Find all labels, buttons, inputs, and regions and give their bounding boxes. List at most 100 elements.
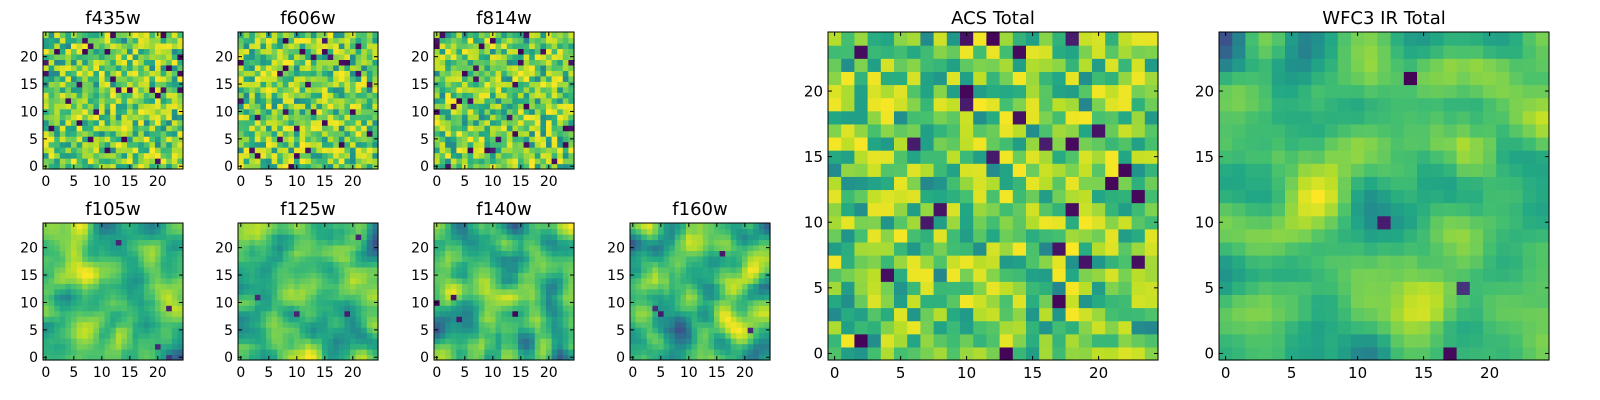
heatmap-cell: [523, 255, 530, 262]
heatmap-cell: [1144, 320, 1159, 335]
heatmap-cell: [568, 64, 575, 71]
heatmap-cell: [271, 305, 278, 312]
heatmap-cell: [960, 176, 974, 191]
heatmap-cell: [338, 81, 345, 88]
heatmap-cell: [143, 64, 150, 71]
heatmap-cell: [338, 321, 345, 328]
heatmap-cell: [445, 32, 452, 39]
heatmap-cell: [82, 119, 89, 126]
heatmap-cell: [719, 343, 726, 350]
heatmap-cell: [473, 125, 480, 132]
heatmap-cell: [450, 119, 457, 126]
heatmap-cell: [82, 228, 89, 235]
heatmap-cell: [894, 176, 908, 191]
heatmap-cell: [59, 305, 66, 312]
heatmap-cell: [160, 327, 167, 334]
heatmap-cell: [501, 147, 508, 154]
heatmap-cell: [238, 343, 245, 350]
heatmap-cell: [467, 283, 474, 290]
y-tick-label: 15: [20, 268, 38, 284]
heatmap-cell: [445, 332, 452, 339]
heatmap-cell: [691, 299, 698, 306]
heatmap-cell: [986, 268, 1001, 282]
heatmap-cell: [506, 266, 513, 273]
heatmap-cell: [658, 266, 665, 273]
heatmap-cell: [473, 97, 480, 104]
heatmap-cell: [138, 283, 145, 290]
heatmap-cell: [907, 163, 921, 177]
heatmap-cell: [155, 158, 162, 165]
heatmap-cell: [344, 233, 351, 241]
heatmap-cell: [361, 108, 368, 115]
heatmap-cell: [333, 75, 340, 82]
heatmap-cell: [674, 239, 681, 246]
heatmap-cell: [546, 288, 553, 295]
heatmap-cell: [973, 241, 987, 256]
heatmap-cell: [747, 349, 754, 356]
heatmap-cell: [1012, 320, 1027, 335]
heatmap-cell: [305, 310, 312, 317]
heatmap-cell: [71, 86, 78, 93]
heatmap-cell: [747, 332, 754, 339]
heatmap-cell: [82, 288, 89, 295]
heatmap-cell: [93, 92, 100, 99]
heatmap-cell: [551, 64, 558, 71]
heatmap-cell: [484, 103, 491, 110]
heatmap-cell: [1092, 268, 1106, 282]
heatmap-cell: [87, 119, 94, 126]
heatmap-cell: [562, 261, 569, 268]
heatmap-cell: [310, 64, 317, 71]
heatmap-cell: [48, 108, 55, 115]
heatmap-cell: [439, 239, 446, 246]
heatmap-cell: [271, 114, 278, 121]
heatmap-cell: [445, 86, 452, 93]
heatmap-cell: [121, 266, 128, 273]
heatmap-cell: [702, 266, 709, 273]
heatmap-cell: [48, 338, 55, 345]
heatmap-cell: [243, 272, 250, 279]
heatmap-cell: [506, 92, 513, 99]
heatmap-cell: [473, 305, 480, 312]
heatmap-cell: [171, 163, 178, 170]
heatmap-cell: [59, 42, 66, 50]
heatmap-cell: [1078, 202, 1093, 217]
heatmap-cell: [747, 305, 754, 312]
heatmap-cell: [635, 261, 642, 268]
heatmap-cell: [350, 114, 357, 121]
heatmap-cell: [282, 327, 289, 334]
heatmap-cell: [730, 327, 737, 334]
heatmap-cell: [361, 349, 368, 356]
heatmap-cell: [82, 343, 89, 350]
heatmap-cell: [149, 283, 156, 290]
heatmap-cell: [736, 255, 743, 262]
heatmap-cell: [54, 92, 61, 99]
heatmap-cell: [1065, 189, 1080, 204]
heatmap-cell: [171, 250, 178, 257]
heatmap-cell: [277, 32, 284, 39]
heatmap-cell: [456, 305, 463, 312]
heatmap-cell: [282, 152, 289, 159]
heatmap-cell: [155, 239, 162, 246]
heatmap-cell: [288, 321, 295, 328]
heatmap-cell: [288, 81, 295, 88]
heatmap-cell: [171, 136, 178, 143]
heatmap-cell: [669, 244, 676, 251]
heatmap-cell: [48, 255, 55, 262]
heatmap-cell: [473, 233, 480, 241]
heatmap-cell: [467, 250, 474, 257]
heatmap-cell: [71, 277, 78, 284]
heatmap-cell: [467, 37, 474, 44]
heatmap-cell: [238, 64, 245, 71]
heatmap-cell: [764, 228, 771, 235]
heatmap-cell: [434, 97, 441, 104]
heatmap-cell: [288, 228, 295, 235]
heatmap-cell: [557, 103, 564, 110]
heatmap-cell: [518, 75, 525, 82]
heatmap-cell: [249, 338, 256, 345]
heatmap-cell: [663, 239, 670, 246]
heatmap-cell: [138, 294, 145, 301]
heatmap-cell: [333, 310, 340, 317]
heatmap-cell: [160, 141, 167, 148]
heatmap-cell: [495, 70, 502, 77]
heatmap-cell: [462, 321, 469, 328]
